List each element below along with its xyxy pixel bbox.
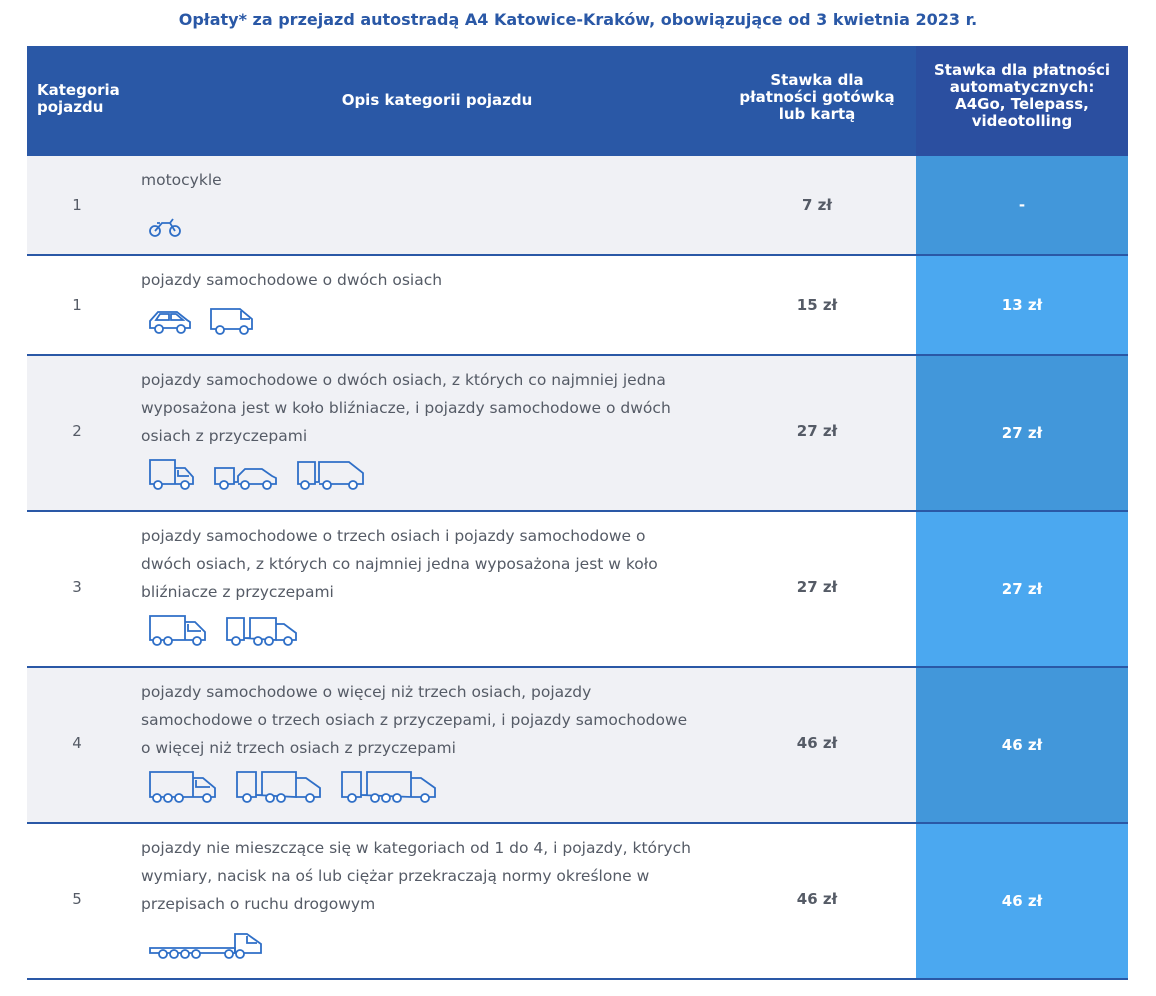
category-cell: 2 (72, 422, 82, 440)
description-cell: pojazdy samochodowe o dwóch osiach, z kt… (141, 371, 671, 445)
table-row: 4 pojazdy samochodowe o więcej niż trzec… (27, 668, 1128, 824)
header-auto-rate: Stawka dla płatności automatycznych: A4Go,… (933, 61, 1111, 130)
cash-price-cell: 7 zł (802, 196, 832, 214)
multi-axle-truck-trailer-icon (341, 771, 437, 803)
description-cell: motocykle (141, 171, 222, 189)
truck-with-trailer-icon (226, 617, 297, 646)
vehicle-icons (147, 456, 377, 492)
car-icon (149, 311, 191, 334)
three-axle-truck-icon (149, 615, 206, 646)
description-cell: pojazdy samochodowe o dwóch osiach (141, 271, 443, 289)
table-row: 2 pojazdy samochodowe o dwóch osiach, z … (27, 356, 1128, 512)
cash-price-cell: 15 zł (796, 296, 838, 314)
small-truck-icon (149, 459, 194, 490)
van-with-trailer-icon (297, 461, 365, 490)
description-cell: pojazdy nie mieszczące się w kategoriach… (141, 839, 691, 913)
cash-price-cell: 46 zł (796, 890, 838, 908)
car-with-trailer-icon (214, 467, 277, 490)
table-row: 1 motocykle 7 zł - (27, 156, 1128, 256)
category-cell: 1 (72, 196, 82, 214)
auto-price-cell: 27 zł (916, 356, 1128, 510)
vehicle-icons (147, 612, 310, 648)
page-title: Opłaty* za przejazd autostradą A4 Katowi… (178, 10, 978, 29)
vehicle-icons (147, 768, 449, 806)
header-category: Kategoria pojazdu (37, 81, 120, 116)
cash-price-cell: 46 zł (796, 734, 838, 752)
cash-price-cell: 27 zł (796, 578, 838, 596)
category-cell: 4 (72, 734, 82, 752)
cash-price-cell: 27 zł (796, 422, 838, 440)
description-cell: pojazdy samochodowe o więcej niż trzech … (141, 683, 688, 757)
motorcycle-icon (149, 218, 181, 237)
header-auto-column (916, 46, 1128, 156)
category-cell: 3 (72, 578, 82, 596)
header-description: Opis kategorii pojazdu (341, 91, 533, 109)
description-cell: pojazdy samochodowe o trzech osiach i po… (141, 527, 658, 601)
vehicle-icons (147, 928, 277, 962)
auto-price-cell: 46 zł (916, 824, 1128, 978)
vehicle-icons (147, 306, 266, 336)
van-icon (210, 308, 253, 335)
header-cash-rate: Stawka dla płatności gotówką lub kartą (739, 71, 895, 123)
four-axle-truck-icon (149, 771, 216, 803)
oversize-truck-icon (149, 933, 262, 959)
vehicle-icons (147, 214, 193, 238)
three-axle-truck-trailer-icon (236, 771, 321, 803)
auto-price-cell: 13 zł (916, 256, 1128, 354)
table-row: 3 pojazdy samochodowe o trzech osiach i … (27, 512, 1128, 668)
auto-price-cell: 46 zł (916, 668, 1128, 822)
auto-price-cell: - (916, 156, 1128, 254)
table-row: 5 pojazdy nie mieszczące się w kategoria… (27, 824, 1128, 980)
table-header: Kategoria pojazdu Opis kategorii pojazdu … (27, 46, 1128, 156)
category-cell: 1 (72, 296, 82, 314)
auto-price-cell: 27 zł (916, 512, 1128, 666)
table-row: 1 pojazdy samochodowe o dwóch osiach 15 … (27, 256, 1128, 356)
category-cell: 5 (72, 890, 82, 908)
